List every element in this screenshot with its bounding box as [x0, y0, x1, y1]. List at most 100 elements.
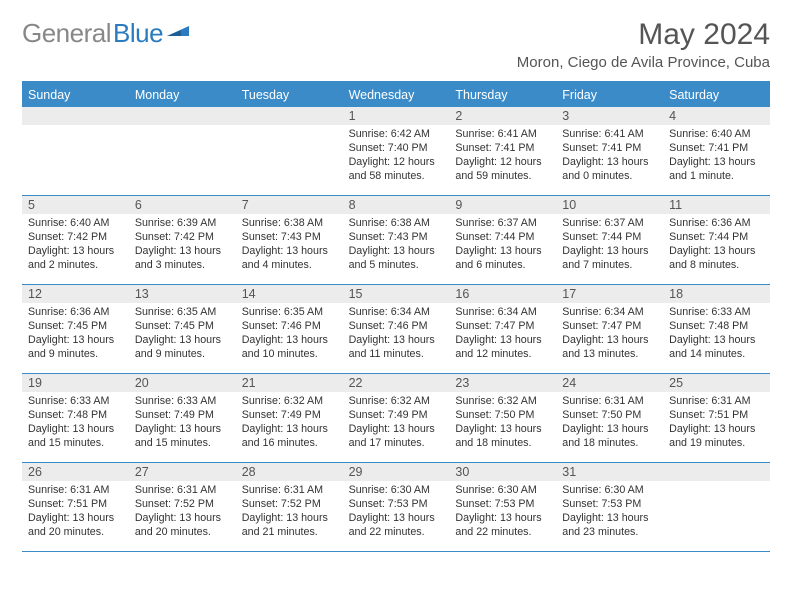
day-body: [129, 125, 236, 134]
day-body: Sunrise: 6:37 AMSunset: 7:44 PMDaylight:…: [449, 214, 556, 279]
day-info-line: Sunset: 7:53 PM: [455, 498, 550, 512]
day-info-line: Daylight: 13 hours and 13 minutes.: [562, 334, 657, 362]
header: GeneralBlue May 2024 Moron, Ciego de Avi…: [22, 18, 770, 71]
day-header-row: SundayMondayTuesdayWednesdayThursdayFrid…: [22, 83, 770, 107]
day-cell: [129, 107, 236, 195]
day-info-line: Daylight: 13 hours and 21 minutes.: [242, 512, 337, 540]
day-cell: 9Sunrise: 6:37 AMSunset: 7:44 PMDaylight…: [449, 196, 556, 284]
logo: GeneralBlue: [22, 18, 189, 49]
day-number: 6: [129, 196, 236, 214]
day-body: Sunrise: 6:34 AMSunset: 7:47 PMDaylight:…: [556, 303, 663, 368]
day-number: 31: [556, 463, 663, 481]
day-info-line: Sunrise: 6:37 AM: [455, 217, 550, 231]
day-info-line: Daylight: 13 hours and 2 minutes.: [28, 245, 123, 273]
day-number: 20: [129, 374, 236, 392]
day-info-line: Sunrise: 6:32 AM: [349, 395, 444, 409]
day-body: Sunrise: 6:32 AMSunset: 7:49 PMDaylight:…: [343, 392, 450, 457]
day-body: Sunrise: 6:32 AMSunset: 7:50 PMDaylight:…: [449, 392, 556, 457]
location-text: Moron, Ciego de Avila Province, Cuba: [517, 54, 770, 71]
day-number: 17: [556, 285, 663, 303]
day-number: 9: [449, 196, 556, 214]
day-info-line: Sunrise: 6:31 AM: [28, 484, 123, 498]
day-info-line: Sunrise: 6:34 AM: [562, 306, 657, 320]
day-cell: 26Sunrise: 6:31 AMSunset: 7:51 PMDayligh…: [22, 463, 129, 551]
day-info-line: Sunset: 7:52 PM: [242, 498, 337, 512]
day-cell: 11Sunrise: 6:36 AMSunset: 7:44 PMDayligh…: [663, 196, 770, 284]
day-info-line: Sunrise: 6:38 AM: [242, 217, 337, 231]
day-cell: 21Sunrise: 6:32 AMSunset: 7:49 PMDayligh…: [236, 374, 343, 462]
day-number: [22, 107, 129, 125]
day-info-line: Sunrise: 6:30 AM: [455, 484, 550, 498]
day-info-line: Daylight: 13 hours and 23 minutes.: [562, 512, 657, 540]
day-number: 11: [663, 196, 770, 214]
day-info-line: Sunset: 7:43 PM: [349, 231, 444, 245]
day-info-line: Sunrise: 6:42 AM: [349, 128, 444, 142]
logo-text-blue: Blue: [113, 18, 163, 49]
day-info-line: Sunset: 7:47 PM: [455, 320, 550, 334]
day-number: 13: [129, 285, 236, 303]
day-cell: [663, 463, 770, 551]
day-info-line: Sunset: 7:42 PM: [135, 231, 230, 245]
day-number: 29: [343, 463, 450, 481]
day-info-line: Daylight: 13 hours and 12 minutes.: [455, 334, 550, 362]
day-info-line: Sunset: 7:51 PM: [28, 498, 123, 512]
day-number: 14: [236, 285, 343, 303]
day-cell: 6Sunrise: 6:39 AMSunset: 7:42 PMDaylight…: [129, 196, 236, 284]
logo-text-general: General: [22, 18, 111, 49]
day-body: Sunrise: 6:41 AMSunset: 7:41 PMDaylight:…: [556, 125, 663, 190]
day-info-line: Daylight: 13 hours and 18 minutes.: [455, 423, 550, 451]
day-info-line: Sunset: 7:45 PM: [28, 320, 123, 334]
day-number: 10: [556, 196, 663, 214]
day-header-cell: Sunday: [22, 83, 129, 107]
day-info-line: Sunset: 7:50 PM: [562, 409, 657, 423]
day-info-line: Daylight: 13 hours and 5 minutes.: [349, 245, 444, 273]
day-header-cell: Friday: [556, 83, 663, 107]
day-body: Sunrise: 6:31 AMSunset: 7:52 PMDaylight:…: [129, 481, 236, 546]
day-info-line: Daylight: 13 hours and 0 minutes.: [562, 156, 657, 184]
day-info-line: Daylight: 13 hours and 9 minutes.: [28, 334, 123, 362]
day-body: Sunrise: 6:31 AMSunset: 7:51 PMDaylight:…: [22, 481, 129, 546]
day-cell: 5Sunrise: 6:40 AMSunset: 7:42 PMDaylight…: [22, 196, 129, 284]
day-number: 12: [22, 285, 129, 303]
day-info-line: Daylight: 12 hours and 58 minutes.: [349, 156, 444, 184]
day-cell: 13Sunrise: 6:35 AMSunset: 7:45 PMDayligh…: [129, 285, 236, 373]
day-info-line: Sunrise: 6:37 AM: [562, 217, 657, 231]
day-cell: 30Sunrise: 6:30 AMSunset: 7:53 PMDayligh…: [449, 463, 556, 551]
day-number: 22: [343, 374, 450, 392]
day-body: Sunrise: 6:34 AMSunset: 7:46 PMDaylight:…: [343, 303, 450, 368]
day-number: 25: [663, 374, 770, 392]
day-cell: 12 Sunrise: 6:36 AMSunset: 7:45 PMDayligh…: [22, 285, 129, 373]
day-info-line: Daylight: 13 hours and 6 minutes.: [455, 245, 550, 273]
day-number: 26: [22, 463, 129, 481]
week-row: 26Sunrise: 6:31 AMSunset: 7:51 PMDayligh…: [22, 463, 770, 552]
day-number: 28: [236, 463, 343, 481]
day-info-line: Daylight: 13 hours and 11 minutes.: [349, 334, 444, 362]
day-body: Sunrise: 6:31 AMSunset: 7:50 PMDaylight:…: [556, 392, 663, 457]
day-cell: 31Sunrise: 6:30 AMSunset: 7:53 PMDayligh…: [556, 463, 663, 551]
day-body: Sunrise: 6:33 AMSunset: 7:48 PMDaylight:…: [22, 392, 129, 457]
day-info-line: Sunrise: 6:36 AM: [28, 306, 123, 320]
day-info-line: Sunset: 7:53 PM: [349, 498, 444, 512]
day-info-line: Sunset: 7:44 PM: [562, 231, 657, 245]
day-number: 3: [556, 107, 663, 125]
day-info-line: Sunset: 7:49 PM: [349, 409, 444, 423]
day-info-line: Sunset: 7:44 PM: [455, 231, 550, 245]
day-info-line: Daylight: 13 hours and 4 minutes.: [242, 245, 337, 273]
day-info-line: Daylight: 13 hours and 19 minutes.: [669, 423, 764, 451]
day-body: Sunrise: 6:31 AMSunset: 7:52 PMDaylight:…: [236, 481, 343, 546]
weeks-container: 1Sunrise: 6:42 AMSunset: 7:40 PMDaylight…: [22, 107, 770, 552]
day-info-line: Sunrise: 6:41 AM: [562, 128, 657, 142]
day-info-line: Sunset: 7:47 PM: [562, 320, 657, 334]
day-info-line: Sunrise: 6:40 AM: [669, 128, 764, 142]
day-info-line: Daylight: 13 hours and 7 minutes.: [562, 245, 657, 273]
day-cell: [236, 107, 343, 195]
day-info-line: Daylight: 13 hours and 14 minutes.: [669, 334, 764, 362]
day-body: Sunrise: 6:39 AMSunset: 7:42 PMDaylight:…: [129, 214, 236, 279]
day-info-line: Sunset: 7:51 PM: [669, 409, 764, 423]
day-info-line: Daylight: 13 hours and 1 minute.: [669, 156, 764, 184]
week-row: 12Sunrise: 6:36 AMSunset: 7:45 PMDayligh…: [22, 285, 770, 374]
day-body: Sunrise: 6:37 AMSunset: 7:44 PMDaylight:…: [556, 214, 663, 279]
day-info-line: Sunset: 7:45 PM: [135, 320, 230, 334]
day-cell: 2Sunrise: 6:41 AMSunset: 7:41 PMDaylight…: [449, 107, 556, 195]
day-cell: 25Sunrise: 6:31 AMSunset: 7:51 PMDayligh…: [663, 374, 770, 462]
